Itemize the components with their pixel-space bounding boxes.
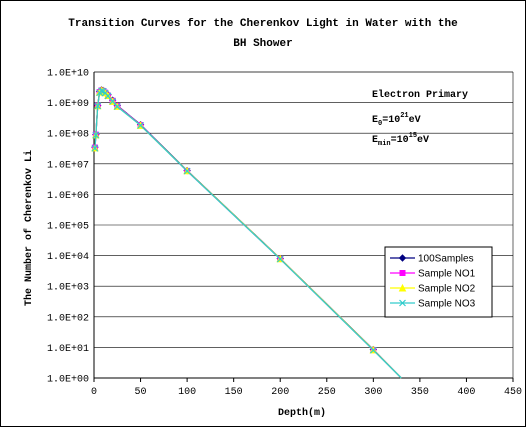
x-marker-stroke bbox=[109, 97, 117, 105]
y-tick-label: 1.0E+10 bbox=[47, 69, 89, 80]
y-tick-label: 1.0E+06 bbox=[47, 191, 89, 202]
x-tick-labels: 0 50 100 150 200 250 300 350 400 450 bbox=[91, 387, 522, 398]
annotation-e0-unit: eV bbox=[409, 115, 421, 126]
x-tick-label: 0 bbox=[91, 387, 97, 398]
y-tick-label: 1.0E+03 bbox=[47, 283, 89, 294]
chart-title-line1: Transition Curves for the Cherenkov Ligh… bbox=[68, 18, 458, 30]
annotation-e0-sup: 21 bbox=[400, 112, 408, 120]
x-tick-label: 200 bbox=[271, 387, 289, 398]
legend-item: Sample NO2 bbox=[390, 284, 476, 295]
annotation-emin-eq: =10 bbox=[391, 135, 409, 146]
y-tick-label: 1.0E+02 bbox=[47, 313, 89, 324]
data-point bbox=[94, 102, 102, 110]
legend-marker bbox=[399, 270, 406, 276]
data-point bbox=[276, 255, 284, 263]
legend-item: 100Samples bbox=[390, 254, 474, 265]
annotation-primary: Electron Primary bbox=[372, 89, 468, 101]
x-tick-label: 350 bbox=[411, 387, 429, 398]
x-marker-stroke bbox=[104, 92, 112, 100]
legend-label: Sample NO3 bbox=[418, 299, 476, 310]
legend-item: Sample NO3 bbox=[390, 299, 476, 310]
annotation-e0: E0=1021eV bbox=[372, 112, 421, 128]
x-marker-stroke bbox=[369, 346, 377, 354]
data-point bbox=[183, 167, 191, 175]
x-marker-stroke bbox=[137, 121, 144, 129]
x-tick-label: 100 bbox=[178, 387, 196, 398]
axes bbox=[93, 71, 514, 382]
series-group bbox=[91, 86, 402, 379]
x-marker-stroke bbox=[276, 255, 284, 263]
y-tick-label: 1.0E+00 bbox=[47, 375, 89, 386]
data-point bbox=[137, 121, 144, 129]
y-axis-label: The Number of Cherenkov Li bbox=[23, 150, 35, 306]
annotation-e0-eq: =10 bbox=[382, 115, 400, 126]
y-tick-labels: 1.0E+00 1.0E+01 1.0E+02 1.0E+03 1.0E+04 1.0E+… bbox=[47, 69, 89, 386]
data-point bbox=[104, 92, 112, 100]
y-tick-label: 1.0E+01 bbox=[47, 344, 89, 355]
legend-marker bbox=[398, 254, 407, 262]
x-marker-stroke bbox=[91, 144, 99, 152]
y-tick-label: 1.0E+07 bbox=[47, 160, 89, 171]
x-marker-stroke bbox=[92, 131, 100, 139]
legend-label: Sample NO1 bbox=[418, 269, 476, 280]
annotation-emin-sup: 15 bbox=[409, 132, 417, 140]
legend-label: Sample NO2 bbox=[418, 284, 476, 295]
data-point bbox=[113, 103, 121, 111]
annotation-e0-main: E bbox=[372, 115, 378, 126]
data-point bbox=[369, 346, 377, 354]
annotation-emin: Emin=1015eV bbox=[372, 132, 429, 148]
y-tick-label: 1.0E+05 bbox=[47, 222, 89, 233]
x-tick-label: 450 bbox=[504, 387, 522, 398]
annotation-e0-sub: 0 bbox=[378, 120, 382, 128]
x-tick-label: 250 bbox=[318, 387, 336, 398]
annotation-emin-main: E bbox=[372, 135, 378, 146]
annotation-box: Electron Primary E0=1021eV Emin=1015eV bbox=[372, 89, 468, 148]
annotation-emin-sub: min bbox=[378, 140, 391, 148]
x-marker-stroke bbox=[98, 87, 105, 95]
legend-marker bbox=[398, 283, 407, 292]
y-tick-label: 1.0E+09 bbox=[47, 99, 89, 110]
chart-title-line2: BH Shower bbox=[233, 38, 292, 50]
x-tick-label: 50 bbox=[135, 387, 147, 398]
x-marker-stroke bbox=[183, 167, 191, 175]
legend-item: Sample NO1 bbox=[390, 269, 476, 280]
x-marker-stroke bbox=[94, 102, 102, 110]
x-axis-label: Depth(m) bbox=[278, 407, 326, 419]
series-4 bbox=[91, 87, 402, 379]
x-tick-label: 300 bbox=[364, 387, 382, 398]
legend-marker bbox=[399, 299, 406, 307]
x-tick-label: 400 bbox=[457, 387, 475, 398]
y-tick-label: 1.0E+04 bbox=[47, 252, 89, 263]
data-point bbox=[92, 131, 100, 139]
legend: 100Samples Sample NO1 Sample NO2 Sample NO3 bbox=[384, 246, 493, 318]
annotation-emin-unit: eV bbox=[417, 135, 429, 146]
legend-label: 100Samples bbox=[418, 254, 474, 265]
data-point bbox=[91, 144, 99, 152]
x-marker-stroke bbox=[113, 103, 121, 111]
y-tick-label: 1.0E+08 bbox=[47, 130, 89, 141]
x-marker-stroke bbox=[399, 299, 406, 307]
x-tick-label: 150 bbox=[225, 387, 243, 398]
data-point bbox=[98, 87, 105, 95]
